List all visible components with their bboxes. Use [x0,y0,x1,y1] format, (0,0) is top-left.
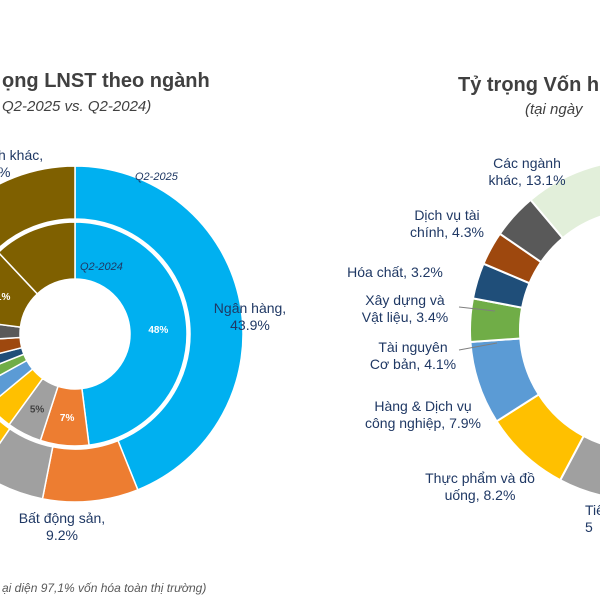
slice-q2-2025-sector-2 [0,427,54,500]
label-market-cap-thuc-pham-va-do-uong: Thực phẩm và đồ uống, 8.2% [425,470,535,503]
label-q2-2024-cac-nganh-khac: 11% [0,292,10,303]
label-q2-2025-bat-dong-san: Bất động sản, 9.2% [19,510,105,543]
slice-market-cap-cac-nganh-khac [529,163,600,240]
label-q2-2024-sector-2: 5% [30,404,45,415]
slice-q2-2025-ngan-hang [74,165,244,491]
label-market-cap-dich-vu-tai-chinh: Dịch vụ tài chính, 4.3% [410,207,484,240]
label-q2-2025-cac-nganh-khac: h khác,% [0,147,43,180]
label-market-cap-cac-nganh-khac: Các ngành khác, 13.1% [488,155,565,188]
label-market-cap-xay-dung-va-vat-lieu: Xây dựng và Vật liệu, 3.4% [362,292,448,325]
label-market-cap-tie: Tiê5 [585,502,600,535]
ring-tag-q2-2025: Q2-2025 [135,171,179,183]
slice-q2-2025-sector-3 [0,420,11,445]
ring-tag-q2-2024: Q2-2024 [80,261,123,273]
right-chart-subtitle: (tại ngày [525,101,583,118]
left-chart-subtitle: Q2-2025 vs. Q2-2024) [2,98,152,115]
label-market-cap-hoa-chat: Hóa chất, 3.2% [347,264,443,280]
label-q2-2025-ngan-hang: Ngân hàng, 43.9% [214,300,286,333]
label-q2-2024-ngan-hang: 48% [148,325,168,336]
label-market-cap-tai-nguyen-co-ban: Tài nguyên Cơ bản, 4.1% [370,339,456,372]
label-q2-2024-bat-dong-san: 7% [60,413,75,424]
slice-q2-2024-ngan-hang [74,221,188,446]
slice-q2-2024-cac-nganh-khac [0,253,39,328]
leader-line-tai-nguyen-co-ban [458,342,498,351]
left-chart-title: ọng LNST theo ngành [2,70,210,92]
label-market-cap-hang-dich-vu-cong-nghiep: Hàng & Dịch vụ công nghiệp, 7.9% [365,398,481,431]
leader-line-xay-dung-va-vat-lieu [458,306,496,312]
slice-q2-2024-sector-10 [0,221,76,295]
right-chart-title: Tỷ trọng Vốn h [458,74,600,96]
left-chart-footnote: ại diện 97,1% vốn hóa toàn thị trường) [2,581,207,595]
slice-q2-2025-cac-nganh-khac [0,165,76,248]
